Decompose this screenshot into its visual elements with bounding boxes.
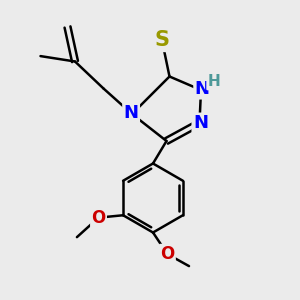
Text: O: O (92, 209, 106, 227)
Text: N: N (124, 103, 139, 122)
Text: S: S (154, 31, 169, 50)
Text: N: N (193, 114, 208, 132)
Text: O: O (160, 245, 175, 263)
Text: H: H (208, 74, 220, 89)
Text: N: N (195, 80, 210, 98)
